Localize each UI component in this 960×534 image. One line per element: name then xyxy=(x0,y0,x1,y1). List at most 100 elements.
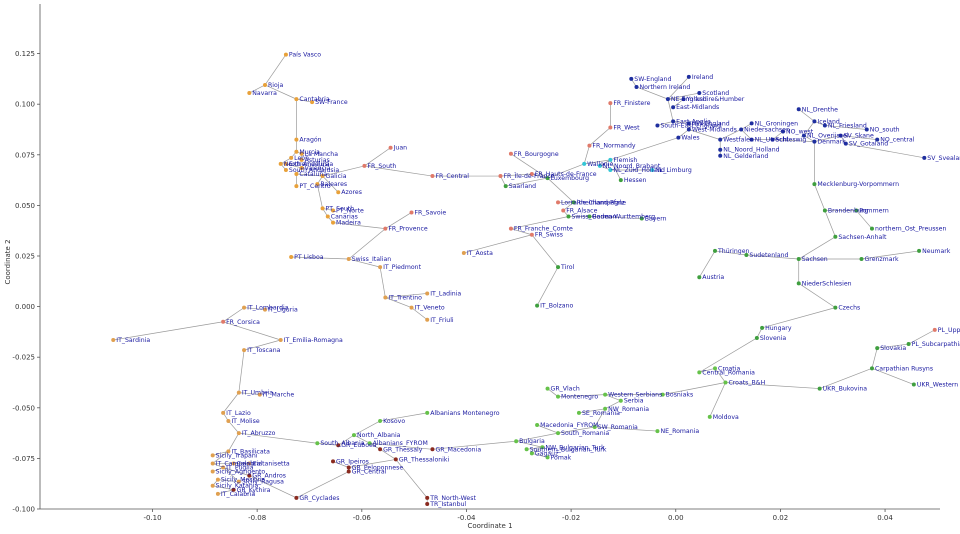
point-label-pomak: Pomak xyxy=(551,454,572,461)
edge-kosovo-albanians_mont xyxy=(380,412,428,422)
point-label-north_albania: North_Albania xyxy=(357,432,401,439)
point-label-fr_corsica: FR_Corsica xyxy=(226,319,260,326)
point-label-fr_savoie: FR_Savoie xyxy=(415,209,447,216)
edge-denmark-nl_overijssel xyxy=(803,135,815,142)
edge-wallonie-flemish xyxy=(584,159,611,165)
point-slovenia xyxy=(754,335,759,340)
edge-fr_idf-fr_hauts xyxy=(500,173,532,177)
edge-sachsen-sudetenland xyxy=(746,254,799,260)
point-label-croats_bh: Croats_B&H xyxy=(728,379,765,386)
edge-sicily_ragusa-sicily_messina xyxy=(217,479,239,483)
edge-it_lombardia-it_liguria xyxy=(244,307,266,310)
point-bulgaria xyxy=(514,439,519,444)
point-tr_istanbul xyxy=(425,501,430,506)
point-mecklenburg xyxy=(812,182,817,187)
point-pl_upper_silesia xyxy=(932,327,937,332)
point-south_romania xyxy=(556,431,561,436)
point-it_bolzano xyxy=(535,303,540,308)
point-label-luxembourg: Luxembourg xyxy=(551,175,590,182)
point-gr_kythira xyxy=(231,487,236,492)
point-label-gr_thessaly: GR_Thessaly xyxy=(383,446,423,453)
point-label-fr_alsace: FR_Alsace xyxy=(566,207,597,214)
point-it_emilia xyxy=(278,337,283,342)
edge-swiss_german-fr_franche xyxy=(510,216,569,230)
edge-ukr_bukovina-carpathian_rusyns xyxy=(819,368,873,389)
edge-croats_bh-bosniaks xyxy=(662,382,726,395)
edge-galicia-azores xyxy=(322,175,339,193)
point-western_serbians xyxy=(603,392,608,397)
point-label-it_ladinia: IT_Ladinia xyxy=(430,290,461,297)
point-label-it_calabria_g: Calabria xyxy=(237,460,263,467)
y-tick-label: 0.050 xyxy=(15,202,35,210)
point-label-grenzmark: Grenzmark xyxy=(865,256,900,263)
point-fr_hauts xyxy=(529,172,534,177)
point-label-gr_euboea: GR_Euboea xyxy=(341,442,377,449)
point-label-fr_franche: FR_Franche_Comte xyxy=(514,226,573,233)
edge-fr_corsica-it_sardinia xyxy=(113,321,224,341)
point-sw_france xyxy=(310,100,315,105)
edge-grenzmark-neumark xyxy=(861,250,920,260)
point-it_calabria_g xyxy=(231,461,236,466)
edge-north_albania-gr_euboea xyxy=(338,434,355,446)
point-label-hungary: Hungary xyxy=(765,325,792,332)
edge-it_toscana-it_umbria xyxy=(238,350,245,393)
point-label-brandenburg: Brandenburg xyxy=(828,207,868,214)
edge-albanians_fyrom-gr_thessaly xyxy=(369,442,381,450)
point-denmark xyxy=(812,139,817,144)
edge-baden-bayern xyxy=(589,216,642,219)
point-it_ladinia xyxy=(425,291,430,296)
edge-gr_kythira-it_calabria xyxy=(217,489,234,495)
point-label-bayern: Bayern xyxy=(645,216,667,223)
point-caltanissetta xyxy=(247,461,252,466)
point-pommern xyxy=(854,208,859,213)
edge-fr_hauts-luxembourg xyxy=(531,173,548,179)
point-label-it_aosta: IT_Aosta xyxy=(467,250,493,257)
point-label-nw_bulgarian_turk: NW_Bulgarian_Turk xyxy=(545,444,605,451)
point-pais_vasco xyxy=(283,52,288,57)
point-label-pt_norte: PT_Norte xyxy=(336,207,364,214)
point-label-gr_andros: GR_Andros xyxy=(252,473,286,480)
point-label-no_west: NO_west xyxy=(786,129,814,136)
point-label-sudetenland: Sudetenland xyxy=(749,252,788,259)
point-nl_groningen xyxy=(749,121,754,126)
y-tick-label: 0.100 xyxy=(15,101,35,109)
edge-montenegro-gr_vlach xyxy=(547,388,559,397)
point-moldova xyxy=(707,414,712,419)
point-pomak xyxy=(545,455,550,460)
point-label-cantabria: Cantabria xyxy=(299,96,329,103)
point-label-caltanissetta: Caltanisetta xyxy=(252,460,290,467)
edge-nw_romania-sw_romania xyxy=(594,408,606,428)
x-tick-label: 0.00 xyxy=(668,514,684,522)
edge-albanians_fyrom-north_albania xyxy=(353,434,370,444)
point-label-austria: Austria xyxy=(702,274,724,281)
point-label-valencia: Valencia xyxy=(305,165,331,172)
edge-gr_thessaloniki-tr_north_west xyxy=(395,459,428,499)
edge-it_basilicata-it_campania xyxy=(212,451,229,464)
point-label-nl_utrecht: NL_Utrecht xyxy=(755,137,790,144)
edge-western_serbians-montenegro xyxy=(558,394,606,398)
point-label-central_romania: Central_Romania xyxy=(702,369,755,376)
point-gr_andros xyxy=(247,473,252,478)
point-gagauz xyxy=(529,451,534,456)
edge-serbia-nw_romania xyxy=(604,400,621,410)
point-label-it_umbria: IT_Umbria xyxy=(242,390,273,397)
point-label-it_campania: IT_Campania xyxy=(216,460,256,467)
point-rheinland xyxy=(571,200,576,205)
point-label-nw_romania: NW_Romania xyxy=(608,406,649,413)
edge-it_piedmont-it_trentino xyxy=(379,267,386,298)
edge-it_veneto-it_friuli xyxy=(411,307,428,321)
edge-croats_bh-moldova xyxy=(709,382,726,418)
point-yorkshire xyxy=(681,97,686,102)
point-it_marche xyxy=(257,392,262,397)
point-label-it_marche: IT_Marche xyxy=(263,392,295,399)
edge-gr_thessaly-gr_thessaloniki xyxy=(379,448,397,460)
point-label-fr_west: FR_West xyxy=(613,124,640,131)
edge-cataluna-galicia xyxy=(296,173,323,177)
edge-slovakia-pl_subcarpathia xyxy=(877,343,909,349)
point-label-tirol: Tirol xyxy=(560,264,575,271)
edge-nw_bulgarian_turk-gagauz xyxy=(531,446,543,454)
point-gr_euboea xyxy=(336,443,341,448)
point-albanians_mont xyxy=(425,410,430,415)
edge-mecklenburg-brandenburg xyxy=(814,184,826,211)
edge-fr_bourgogne-luxembourg xyxy=(510,153,548,179)
